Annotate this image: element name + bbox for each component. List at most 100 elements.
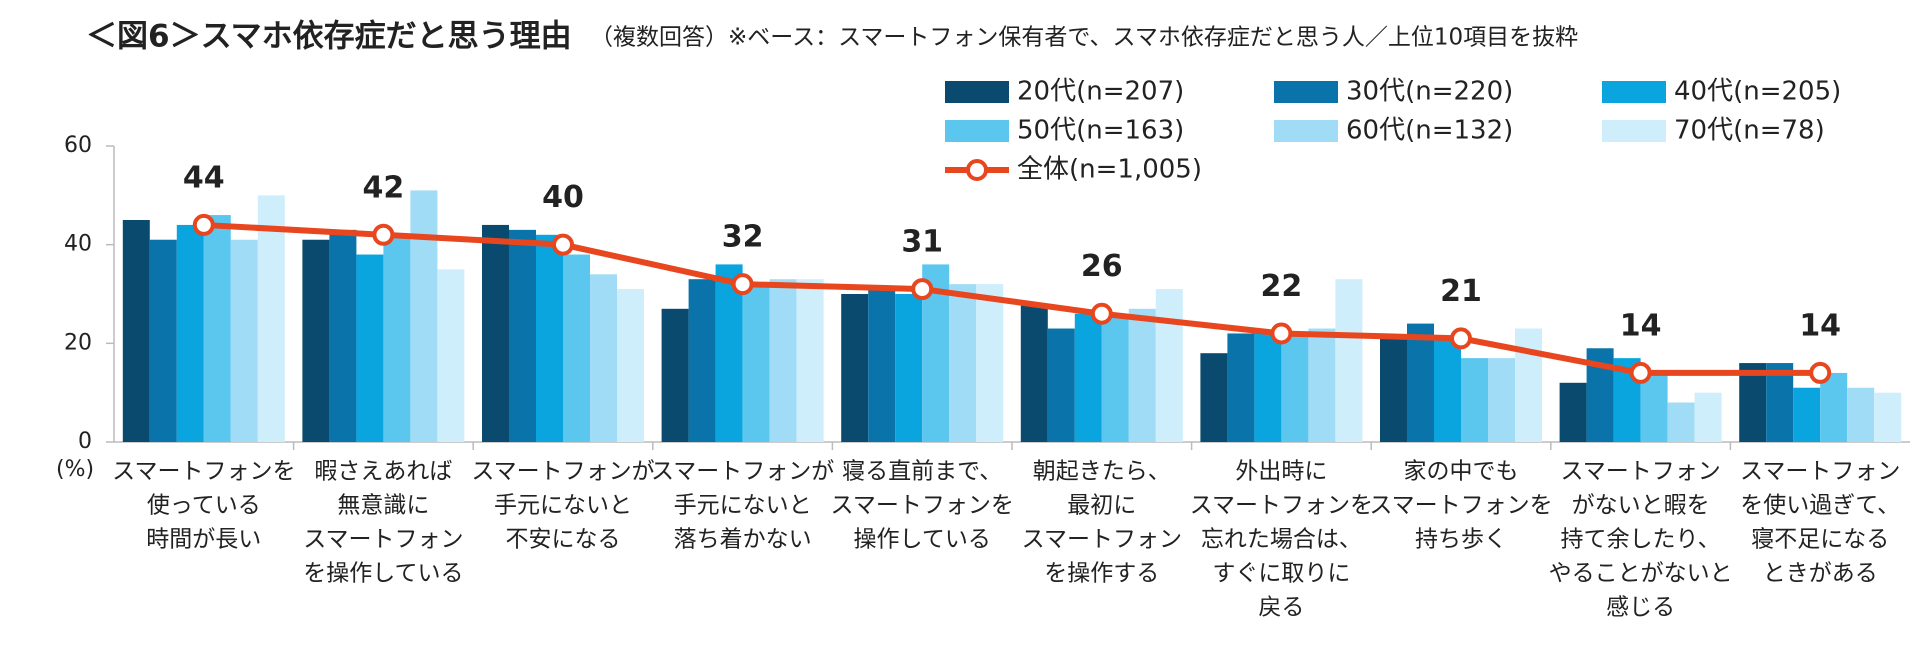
bar: [1227, 333, 1255, 442]
bar: [1820, 372, 1848, 442]
x-tick-label: 持ち歩く: [1415, 527, 1507, 553]
bar: [1308, 328, 1336, 442]
x-tick-label: スマートフォンを: [831, 493, 1014, 519]
x-tick-label: 無意識に: [337, 493, 429, 519]
data-label: 26: [1081, 249, 1123, 284]
bar: [742, 284, 770, 442]
bar: [1766, 363, 1794, 442]
data-label: 21: [1440, 274, 1482, 309]
bar: [329, 229, 357, 442]
legend-swatch: [945, 81, 1009, 103]
x-tick-label: 持て余したり、: [1561, 527, 1721, 553]
bar: [1488, 358, 1515, 442]
legend-label: 30代(n=220): [1346, 77, 1513, 107]
y-tick-label: 0: [78, 429, 92, 454]
x-tick-label: 寝不足になる: [1751, 527, 1889, 553]
x-tick-label: スマートフォン: [303, 527, 463, 553]
x-tick-label: がないと暇を: [1572, 493, 1710, 519]
x-tick-label: 外出時に: [1235, 459, 1327, 485]
bar: [1739, 363, 1767, 442]
bar: [1461, 358, 1488, 442]
data-label: 22: [1261, 269, 1303, 304]
x-tick-label: 手元にないと: [494, 493, 632, 519]
bar: [356, 254, 384, 442]
bar: [617, 289, 644, 442]
x-tick-label: 寝る直前まで、: [842, 459, 1002, 485]
y-tick-label: 20: [64, 330, 92, 355]
legend-swatch: [1274, 120, 1338, 142]
line-marker: [1450, 327, 1472, 350]
bar: [149, 239, 177, 442]
line-marker: [1270, 322, 1293, 345]
x-tick-label: 最初に: [1067, 493, 1136, 519]
bar: [1128, 308, 1156, 442]
bar: [203, 215, 231, 442]
bar: [841, 294, 869, 442]
x-tick-label: スマートフォン: [1740, 459, 1900, 485]
bar: [1155, 289, 1183, 442]
x-tick-label: スマートフォンを: [1190, 493, 1373, 519]
x-tick-label: 朝起きたら、: [1033, 459, 1171, 485]
bar: [1793, 387, 1821, 442]
bar: [1101, 313, 1129, 442]
y-axis-label: (%): [56, 457, 94, 482]
legend-label: 40代(n=205): [1674, 77, 1841, 107]
x-tick-label: 操作している: [854, 527, 991, 553]
x-tick-label: スマートフォンが: [471, 459, 654, 485]
bar: [563, 254, 590, 442]
x-tick-label: を操作する: [1044, 561, 1159, 587]
bar: [1020, 303, 1048, 442]
legend-swatch: [945, 120, 1009, 142]
bar: [661, 308, 689, 442]
data-label: 42: [363, 170, 405, 205]
data-label: 44: [183, 160, 225, 195]
bar: [1559, 382, 1587, 442]
bar: [1281, 333, 1309, 442]
x-tick-label: スマートフォン: [1022, 527, 1182, 553]
bar: [1407, 323, 1434, 442]
legend-label: 全体(n=1,005): [1017, 155, 1202, 185]
data-label: 32: [722, 220, 764, 255]
bar: [410, 190, 438, 442]
legend-label: 60代(n=132): [1346, 116, 1513, 146]
y-tick-label: 40: [64, 232, 92, 257]
legend-label: 50代(n=163): [1017, 116, 1184, 146]
bar: [1335, 279, 1363, 442]
data-label: 14: [1799, 308, 1841, 343]
bar: [949, 284, 977, 442]
bar: [1640, 372, 1668, 442]
bar: [868, 289, 896, 442]
legend-swatch: [1274, 81, 1338, 103]
bar: [1380, 338, 1407, 442]
x-tick-label: を使い過ぎて、: [1740, 493, 1900, 519]
x-tick-label: 落ち着かない: [674, 527, 812, 553]
line-marker: [552, 233, 574, 256]
x-tick-label: スマートフォンを: [1369, 493, 1552, 519]
x-tick-label: 暇さえあれば: [314, 459, 452, 485]
legend-swatch: [1602, 120, 1666, 142]
line-marker: [372, 223, 395, 246]
bar: [1515, 328, 1542, 442]
x-tick-label: 感じる: [1606, 595, 1675, 621]
x-tick-label: スマートフォン: [1560, 459, 1720, 485]
x-tick-label: 不安になる: [506, 527, 621, 553]
data-label: 14: [1620, 308, 1662, 343]
bar: [590, 274, 617, 442]
x-tick-label: やることがないと: [1549, 561, 1733, 587]
bar: [895, 294, 923, 442]
line-marker: [731, 273, 754, 296]
data-label: 31: [901, 225, 943, 260]
line-marker: [1629, 361, 1652, 384]
legend-label: 70代(n=78): [1674, 116, 1825, 146]
bar: [383, 234, 411, 442]
data-label: 40: [542, 180, 584, 215]
chart-subtitle: （複数回答）※ベース：スマートフォン保有者で、スマホ依存症だと思う人／上位10項…: [590, 25, 1578, 51]
bar: [509, 229, 536, 442]
bar: [1074, 313, 1102, 442]
x-tick-label: 使っている: [147, 493, 261, 519]
bar: [482, 224, 509, 442]
bar: [122, 220, 150, 442]
x-tick-label: スマートフォンを: [112, 459, 295, 485]
x-tick-label: すぐに取りに: [1212, 561, 1350, 587]
